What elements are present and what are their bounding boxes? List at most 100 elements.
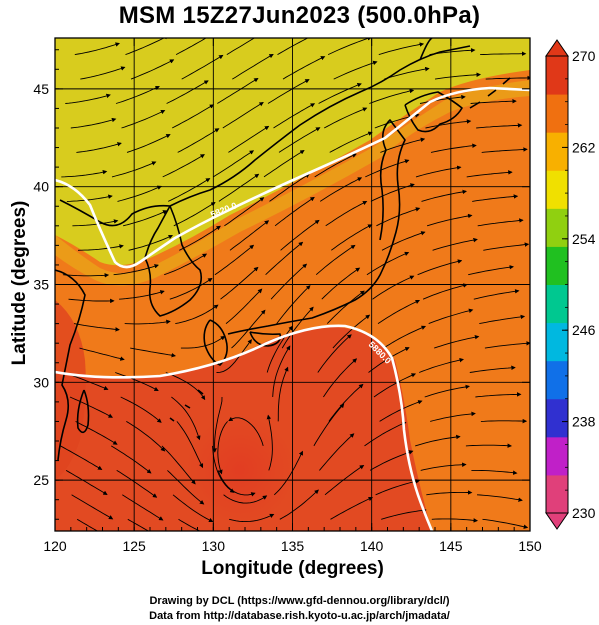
colorbar-segment [546, 132, 568, 171]
streamline [115, 85, 160, 104]
coast-taiwan [76, 389, 90, 434]
streamline [434, 72, 481, 80]
coastlines [55, 38, 511, 461]
streamline [328, 383, 364, 422]
colorbar-labels: 270 262 254 246 238 230 [572, 48, 596, 521]
streamline [224, 197, 265, 227]
streamline [429, 48, 476, 56]
streamline [79, 347, 125, 361]
streamline [415, 434, 461, 447]
streamline [281, 306, 314, 349]
streamline [276, 285, 311, 324]
streamline [177, 128, 220, 153]
streamline [269, 173, 310, 202]
streamline [479, 314, 526, 325]
coast-honshu [227, 119, 406, 335]
streamline [485, 75, 530, 81]
streamline [330, 496, 374, 520]
credit-data: Data from http://database.rish.kyoto-u.a… [149, 610, 450, 622]
streamline [181, 54, 224, 80]
streamline [465, 443, 512, 448]
streamline [324, 465, 365, 496]
streamline [476, 123, 523, 129]
streamline [66, 194, 113, 202]
streamline [122, 494, 164, 521]
x-tick-label-120: 120 [43, 538, 67, 554]
streamline [378, 42, 425, 56]
streamline [484, 341, 530, 349]
streamline [117, 185, 162, 202]
streamline [232, 53, 274, 80]
streamline [469, 365, 516, 373]
credit-drawing: Drawing by DCL (https://www.gfd-dennou.o… [149, 595, 450, 607]
streamline [319, 433, 355, 471]
streamline [368, 347, 410, 373]
colorbar-segment [546, 246, 568, 285]
streamline [122, 210, 168, 227]
streamline [279, 489, 319, 520]
streamline [369, 450, 414, 471]
streamline [176, 421, 204, 469]
credits: Drawing by DCL (https://www.gfd-dennou.o… [0, 594, 599, 624]
streamline [61, 170, 108, 178]
streamline [373, 373, 417, 398]
streamline [364, 421, 407, 447]
coast-eastchina [55, 269, 86, 461]
streamline [431, 518, 478, 523]
streamline [323, 107, 368, 129]
streamline [171, 396, 201, 441]
streamline [277, 38, 309, 55]
streamline [419, 94, 466, 104]
streamline [422, 283, 468, 300]
streamline [180, 335, 226, 349]
streamline [130, 347, 176, 358]
coast-korea [144, 205, 203, 317]
streamline [365, 159, 410, 178]
streamline [62, 273, 110, 278]
streamline [65, 470, 108, 495]
streamline [329, 131, 373, 153]
streamline [171, 104, 215, 129]
colorbar-segment [546, 208, 568, 247]
streamline [372, 275, 415, 300]
streamline [172, 494, 214, 523]
colorbar-label-254: 254 [572, 231, 596, 247]
streamline [319, 177, 363, 202]
streamline [115, 372, 159, 392]
streamline [318, 83, 362, 104]
coast-ryukyu [169, 389, 204, 422]
colorbar-segment [546, 56, 568, 95]
colorbar-segment [546, 170, 568, 209]
streamline [314, 153, 357, 178]
streamline [471, 469, 518, 475]
streamline [381, 231, 426, 251]
streamline [278, 127, 321, 153]
streamline [277, 366, 289, 422]
streamline [327, 38, 372, 56]
streamline [331, 224, 373, 251]
streamline [472, 194, 519, 202]
streamline [73, 323, 120, 332]
streamline [430, 411, 476, 422]
streamline [167, 470, 205, 505]
colorbar-segment [546, 94, 568, 133]
streamline [317, 334, 352, 373]
streamline [126, 134, 171, 153]
streamline [377, 299, 421, 324]
streamline [266, 325, 293, 373]
colorbar-label-262: 262 [572, 139, 596, 155]
streamline [231, 309, 266, 349]
streamline [383, 325, 427, 349]
streamline [161, 445, 196, 485]
streamline [424, 384, 470, 398]
streamline [225, 288, 263, 324]
streamline [476, 494, 523, 502]
streamline [76, 518, 99, 531]
streamline [168, 178, 211, 202]
streamline [380, 137, 426, 153]
streamline [321, 267, 361, 300]
streamline [220, 266, 259, 300]
x-axis-label: Longitude (degrees) [201, 558, 384, 579]
colorbar-segment [546, 360, 568, 400]
